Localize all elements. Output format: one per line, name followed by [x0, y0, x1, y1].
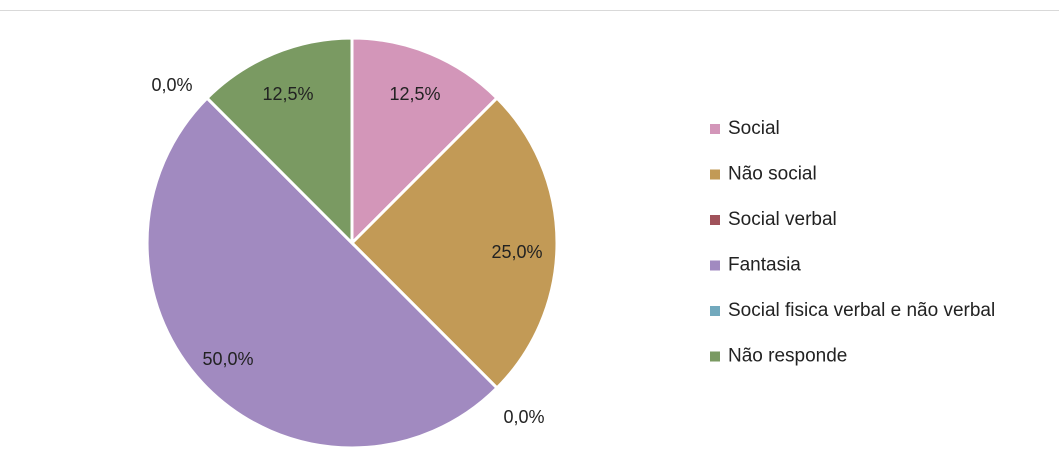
pie-slice-fantasia: [145, 95, 500, 450]
legend-label-social-fisica-verbal-e-n-o-verbal: Social fisica verbal e não verbal: [728, 300, 995, 321]
data-label-social-fisica-verbal-e-n-o-verbal: 0,0%: [503, 407, 544, 427]
data-label-social-verbal: 0,0%: [151, 75, 192, 95]
legend-label-fantasia: Fantasia: [728, 255, 801, 276]
pie-data-labels: 12,5% 25,0% 0,0% 50,0% 0,0% 12,5%: [151, 75, 544, 427]
legend-label-social-verbal: Social verbal: [728, 209, 837, 230]
legend-swatch-social: [710, 124, 720, 134]
legend: Social Não social Social verbal Fantasia Soc…: [710, 118, 995, 367]
data-label-social: 12,5%: [389, 84, 440, 104]
legend-label-n-o-social: Não social: [728, 164, 817, 185]
legend-swatch-n-o-responde: [710, 351, 720, 362]
data-label-n-o-responde: 12,5%: [262, 84, 313, 104]
pie-slice-n-o-responde: [204, 36, 354, 247]
legend-label-social: Social: [728, 118, 780, 139]
data-label-n-o-social: 25,0%: [491, 242, 542, 262]
pie-slice-social: [350, 36, 500, 247]
pie-slice-n-o-social: [349, 95, 559, 391]
top-divider: [0, 10, 1059, 11]
legend-swatch-social-verbal: [710, 215, 720, 225]
legend-swatch-n-o-social: [710, 169, 720, 180]
data-label-fantasia: 50,0%: [202, 349, 253, 369]
legend-label-n-o-responde: Não responde: [728, 346, 847, 367]
legend-swatch-fantasia: [710, 260, 720, 271]
pie-slices: [145, 36, 559, 450]
legend-swatch-social-fisica-verbal-e-n-o-verbal: [710, 306, 720, 316]
